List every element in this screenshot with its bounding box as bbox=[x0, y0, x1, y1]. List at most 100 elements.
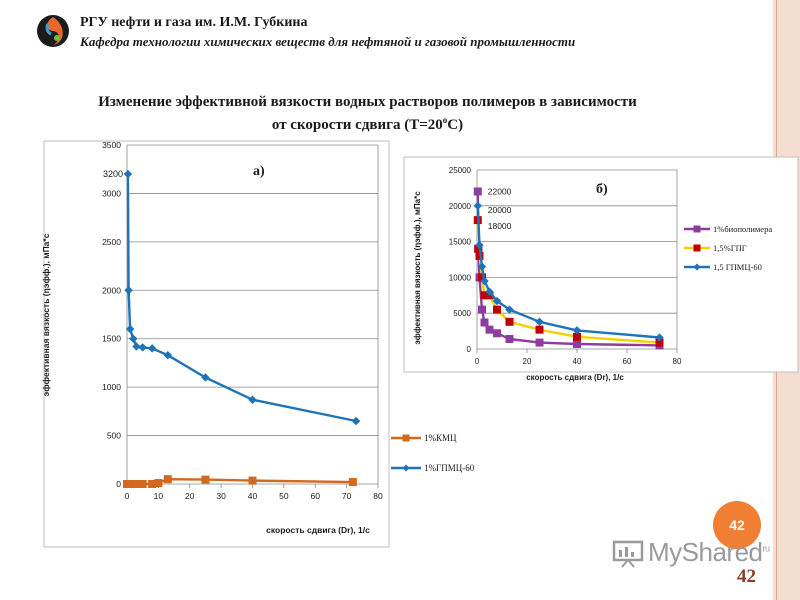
chart1-series2-point bbox=[124, 286, 133, 295]
chart1-legend-marker-1 bbox=[402, 434, 410, 442]
chart2-series3-point bbox=[480, 276, 489, 286]
chart2-frame bbox=[403, 156, 799, 373]
chart2-ytick-label: 25000 bbox=[449, 166, 472, 175]
chart2-series-line-3 bbox=[476, 205, 660, 339]
chart1-series2-point bbox=[129, 334, 138, 343]
title-line2-text: от скорости сдвига (Т=20 bbox=[271, 117, 443, 133]
chart1-xtick-label: 60 bbox=[311, 491, 321, 501]
chart1-series2-point bbox=[248, 395, 257, 404]
chart2-series3-point bbox=[473, 201, 482, 211]
chart2-xtick-label: 60 bbox=[623, 357, 632, 366]
chart2-legend-label-1: 1%биополимера bbox=[713, 224, 772, 234]
chart1-xtick-label: 0 bbox=[125, 491, 130, 501]
page-number: 42 bbox=[737, 566, 756, 587]
chart2-series1-point bbox=[535, 338, 544, 347]
chart1-ytick-label: 3000 bbox=[102, 188, 121, 198]
chart2-series3-point bbox=[572, 326, 582, 335]
chart2-series1-point bbox=[480, 318, 489, 327]
chart1-frame bbox=[43, 140, 390, 548]
chart1-series2-point bbox=[132, 342, 141, 351]
chart1-series2-point bbox=[138, 343, 147, 352]
chart2-data-label: 22000 bbox=[488, 186, 512, 196]
chart1-series2-point bbox=[351, 416, 361, 426]
chart1-series2-point bbox=[125, 324, 135, 334]
chart1-series2-point bbox=[201, 373, 210, 382]
presentation-icon bbox=[612, 540, 644, 568]
chart1-ytick-label: 2500 bbox=[102, 237, 121, 247]
chart2-series3-point bbox=[505, 305, 514, 314]
watermark: MySharedru bbox=[612, 537, 770, 568]
chart2-legend-marker-2 bbox=[693, 244, 701, 252]
chart2-series3-point bbox=[535, 317, 544, 326]
chart2-series1-point bbox=[473, 187, 482, 196]
chart1-series1-point bbox=[201, 475, 210, 484]
chart1-xtick-label: 10 bbox=[154, 491, 164, 501]
chart2-series3-point bbox=[655, 333, 664, 342]
department-name: Кафедра технологии химических веществ дл… bbox=[80, 34, 576, 49]
chart2-series2-point bbox=[493, 305, 501, 314]
chart2-series3-point bbox=[492, 296, 502, 306]
university-logo-icon bbox=[37, 15, 69, 47]
chart2-xtick-label: 20 bbox=[523, 357, 532, 366]
chart2-series1-point bbox=[485, 325, 494, 334]
chart2-series2-point bbox=[535, 325, 544, 334]
chart1-ytick-label: 3500 bbox=[102, 140, 121, 150]
title-degree-sup: о bbox=[442, 115, 448, 125]
chart1-data-label: 3200 bbox=[103, 169, 123, 179]
chart2-y-axis-label: эффективная вязкость (ηэфф.), мПа*с bbox=[413, 191, 422, 345]
chart1-ytick-label: 0 bbox=[116, 479, 121, 489]
chart1-xtick-label: 50 bbox=[279, 491, 289, 501]
chart2-x-axis-label: скорость сдвига (Dr), 1/с bbox=[526, 373, 624, 382]
chart1-xtick-label: 40 bbox=[248, 491, 258, 501]
chart2-ytick-label: 10000 bbox=[449, 273, 472, 282]
chart2-series1-point bbox=[573, 339, 581, 348]
chart2-series2-point bbox=[505, 317, 514, 326]
chart1-x-axis-label: скорость сдвига (Dr), 1/с bbox=[266, 525, 370, 535]
chart1-xtick-label: 20 bbox=[185, 491, 195, 501]
chart2-xtick-label: 0 bbox=[475, 357, 480, 366]
chart1-series1-point bbox=[138, 480, 147, 488]
chart1-series1-point bbox=[248, 476, 257, 485]
slide-title-line2: от скорости сдвига (Т=20оС) bbox=[0, 115, 735, 134]
chart2-series3-point bbox=[477, 262, 487, 271]
chart2-ytick-label: 15000 bbox=[449, 238, 472, 247]
chart1-ytick-label: 1500 bbox=[102, 334, 121, 344]
chart1-series2-point bbox=[147, 344, 157, 353]
chart1-xtick-label: 70 bbox=[342, 491, 352, 501]
chart1-ytick-label: 2000 bbox=[102, 285, 121, 295]
chart1-panel-label: а) bbox=[253, 164, 265, 179]
watermark-sup: ru bbox=[762, 543, 771, 554]
chart1-series2-point bbox=[123, 169, 133, 179]
chart1-legend-marker-2 bbox=[402, 464, 410, 472]
chart2-legend-label-3: 1,5 ГПМЦ-60 bbox=[713, 262, 762, 272]
watermark-text: MySharedru bbox=[648, 537, 770, 568]
chart2-xtick-label: 80 bbox=[673, 357, 682, 366]
chart1-legend-label-2: 1%ГПМЦ-60 bbox=[424, 463, 475, 473]
chart2-xtick-label: 40 bbox=[573, 357, 582, 366]
chart2-ytick-label: 5000 bbox=[453, 309, 471, 318]
chart1-series2-point bbox=[163, 350, 172, 360]
chart2-series3-point bbox=[475, 240, 484, 250]
chart2-panel-label: б) bbox=[596, 182, 608, 197]
chart1-legend-label-1: 1%КМЦ bbox=[424, 433, 457, 443]
chart1-series1-point bbox=[348, 478, 357, 487]
chart2-series1-point bbox=[478, 305, 486, 314]
slide-number-badge: 42 bbox=[713, 501, 761, 549]
chart2-data-label: 18000 bbox=[488, 221, 512, 231]
chart1-y-axis-label: эффективная вязкость (ηэфф.), мПа*с bbox=[41, 233, 51, 396]
chart2-legend-marker-3 bbox=[693, 263, 701, 271]
chart2-data-label: 20000 bbox=[488, 205, 512, 215]
slide-title-line1: Изменение эффективной вязкости водных ра… bbox=[98, 94, 637, 110]
chart1-ytick-label: 1000 bbox=[102, 382, 121, 392]
chart2-series1-point bbox=[493, 329, 501, 338]
university-name: РГУ нефти и газа им. И.М. Губкина bbox=[80, 15, 308, 30]
watermark-name: MyShared bbox=[648, 537, 763, 567]
chart2-legend-marker-1 bbox=[693, 225, 701, 233]
chart1-ytick-label: 500 bbox=[107, 431, 121, 441]
chart1-series1-point bbox=[163, 475, 172, 484]
chart1-xtick-label: 30 bbox=[216, 491, 226, 501]
title-line2-end: С) bbox=[447, 117, 464, 133]
chart2-ytick-label: 20000 bbox=[449, 202, 472, 211]
chart2-legend-label-2: 1,5%ГПГ bbox=[713, 243, 747, 253]
